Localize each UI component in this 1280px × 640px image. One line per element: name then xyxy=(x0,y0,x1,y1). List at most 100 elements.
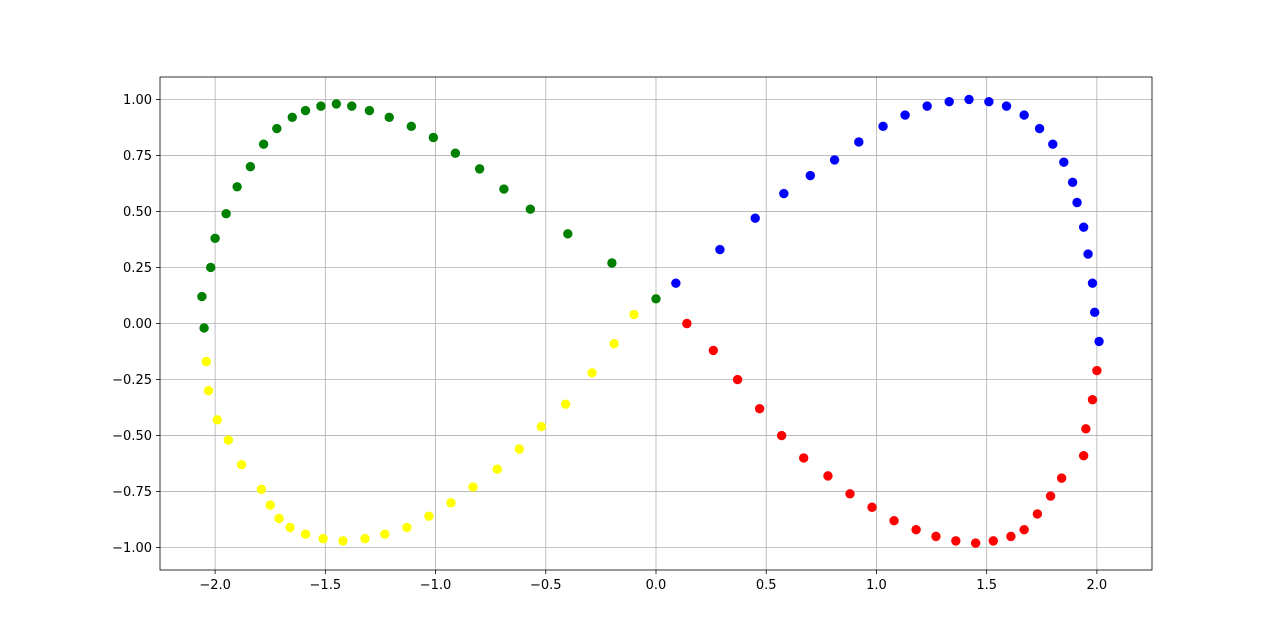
y-tick-label: −0.25 xyxy=(112,373,152,388)
data-point xyxy=(671,278,681,288)
data-point xyxy=(450,148,461,158)
data-point xyxy=(514,444,525,454)
data-point xyxy=(1078,451,1089,461)
y-tick-label: −1.00 xyxy=(112,541,152,556)
data-point xyxy=(212,415,223,425)
data-point xyxy=(563,229,573,239)
data-point xyxy=(845,489,855,499)
data-points xyxy=(197,94,1104,548)
data-point xyxy=(402,522,412,533)
series-1 xyxy=(682,318,1102,548)
data-point xyxy=(1001,101,1012,111)
data-point xyxy=(245,161,256,172)
x-tick-label: −1.0 xyxy=(420,578,452,593)
x-tick-label: −0.5 xyxy=(530,578,562,593)
data-point xyxy=(1094,336,1104,347)
data-point xyxy=(1056,473,1067,483)
series-3 xyxy=(197,99,661,333)
data-point xyxy=(911,524,921,535)
y-tick-label: −0.50 xyxy=(112,429,152,444)
x-tick-label: 1.5 xyxy=(976,578,997,593)
x-tick-label: 2.0 xyxy=(1087,578,1108,593)
data-point xyxy=(316,101,326,111)
x-tick-label: 0.5 xyxy=(756,578,777,593)
data-point xyxy=(750,213,760,223)
data-point xyxy=(258,139,269,149)
data-point xyxy=(1087,394,1098,405)
data-point xyxy=(232,182,242,192)
y-tick-label: 0.75 xyxy=(123,149,152,164)
data-point xyxy=(265,500,275,510)
y-tick-label: 0.00 xyxy=(123,317,152,332)
data-point xyxy=(1072,197,1082,208)
data-point xyxy=(609,338,619,349)
data-point xyxy=(1048,139,1058,149)
series-2 xyxy=(201,309,639,546)
data-point xyxy=(285,522,295,533)
data-point xyxy=(823,471,833,481)
x-axis: −2.0 −1.5 −1.0 −0.5 0.0 0.5 1.0 1.5 2.0 xyxy=(199,570,1107,593)
x-tick-label: −1.5 xyxy=(310,578,342,593)
data-point xyxy=(536,421,547,432)
x-tick-label: 1.0 xyxy=(866,578,887,593)
data-point xyxy=(867,502,877,512)
data-point xyxy=(1019,524,1029,535)
data-point xyxy=(829,155,840,165)
data-point xyxy=(206,262,216,273)
data-point xyxy=(988,536,998,546)
data-point xyxy=(380,529,390,539)
data-point xyxy=(1089,307,1100,317)
data-point xyxy=(210,233,220,244)
data-point xyxy=(360,533,370,544)
data-point xyxy=(203,386,214,396)
data-point xyxy=(607,258,617,268)
x-tick-label: −2.0 xyxy=(199,578,231,593)
data-point xyxy=(272,123,282,134)
data-point xyxy=(338,536,348,546)
data-point xyxy=(236,459,247,470)
data-point xyxy=(1059,157,1069,167)
data-point xyxy=(900,110,910,120)
data-point xyxy=(708,345,719,356)
x-tick-label: 0.0 xyxy=(646,578,667,593)
data-point xyxy=(1019,110,1029,120)
data-point xyxy=(406,121,417,131)
data-point xyxy=(805,170,816,181)
y-tick-label: 1.00 xyxy=(123,93,152,108)
data-point xyxy=(984,96,994,107)
data-point xyxy=(560,399,571,409)
data-point xyxy=(944,96,954,107)
data-point xyxy=(499,184,509,194)
data-point xyxy=(300,529,311,539)
data-point xyxy=(223,435,234,445)
series-0 xyxy=(671,94,1104,347)
data-point xyxy=(970,538,981,548)
data-point xyxy=(199,323,209,333)
data-point xyxy=(274,513,284,524)
data-point xyxy=(1081,424,1091,434)
data-point xyxy=(889,516,899,526)
data-point xyxy=(347,101,357,111)
data-point xyxy=(525,204,536,214)
data-point xyxy=(221,208,231,219)
data-point xyxy=(1067,177,1078,188)
data-point xyxy=(715,244,725,255)
data-point xyxy=(384,112,394,123)
data-point xyxy=(878,121,888,131)
y-tick-label: 0.50 xyxy=(123,205,152,220)
y-tick-label: −0.75 xyxy=(112,485,152,500)
data-point xyxy=(779,188,789,199)
data-point xyxy=(964,94,974,105)
data-point xyxy=(364,105,375,116)
data-point xyxy=(1034,123,1045,134)
data-point xyxy=(732,374,743,385)
data-point xyxy=(854,137,864,147)
data-point xyxy=(256,484,267,495)
data-point xyxy=(682,318,692,329)
data-point xyxy=(318,533,328,544)
data-point xyxy=(201,356,211,367)
y-axis: 1.00 0.75 0.50 0.25 0.00 −0.25 −0.50 −0.75 −1.00 xyxy=(112,93,160,556)
data-point xyxy=(798,453,809,463)
data-point xyxy=(424,511,434,521)
